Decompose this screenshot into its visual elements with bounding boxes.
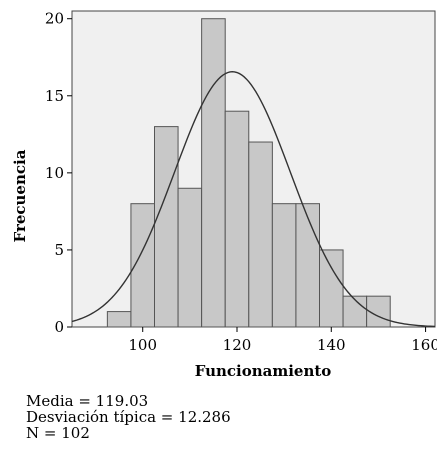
histogram-chart: 0 5 10 15 20 100 120 140 160 Funcionamiento Frec… <box>11 10 437 380</box>
y-tick-label: 15 <box>45 87 64 105</box>
y-tick-label: 10 <box>45 164 64 182</box>
sd-label: Desviación típica = 12.286 <box>26 408 231 426</box>
x-tick-label: 140 <box>317 336 346 354</box>
histogram-bar-11 <box>342 295 368 328</box>
axes-layer: 0 5 10 15 20 100 120 140 160 <box>45 10 437 354</box>
y-tick-label: 20 <box>45 10 64 28</box>
x-axis-label: Funcionamiento <box>195 362 332 380</box>
y-axis-label: Frecuencia <box>11 149 29 242</box>
histogram-bar-4 <box>177 187 203 328</box>
y-tick-label: 0 <box>54 318 64 336</box>
mean-label: Media = 119.03 <box>26 392 149 410</box>
histogram-bar-9 <box>295 203 320 328</box>
histogram-bar-6 <box>224 110 250 328</box>
histogram-bar-1 <box>106 311 132 328</box>
histogram-bar-10 <box>319 249 344 328</box>
histogram-bar-3 <box>154 126 179 328</box>
histogram-bar-8 <box>271 203 297 328</box>
histogram-bar-5 <box>201 18 226 328</box>
x-tick-label: 100 <box>128 336 157 354</box>
y-tick-label: 5 <box>54 241 64 259</box>
statistics-summary: Media = 119.03 Desviación típica = 12.28… <box>26 393 231 441</box>
histogram-bar-7 <box>248 141 273 328</box>
n-label: N = 102 <box>26 424 90 442</box>
x-tick-label: 160 <box>411 336 437 354</box>
x-tick-label: 120 <box>223 336 252 354</box>
normal-curve <box>71 71 436 328</box>
